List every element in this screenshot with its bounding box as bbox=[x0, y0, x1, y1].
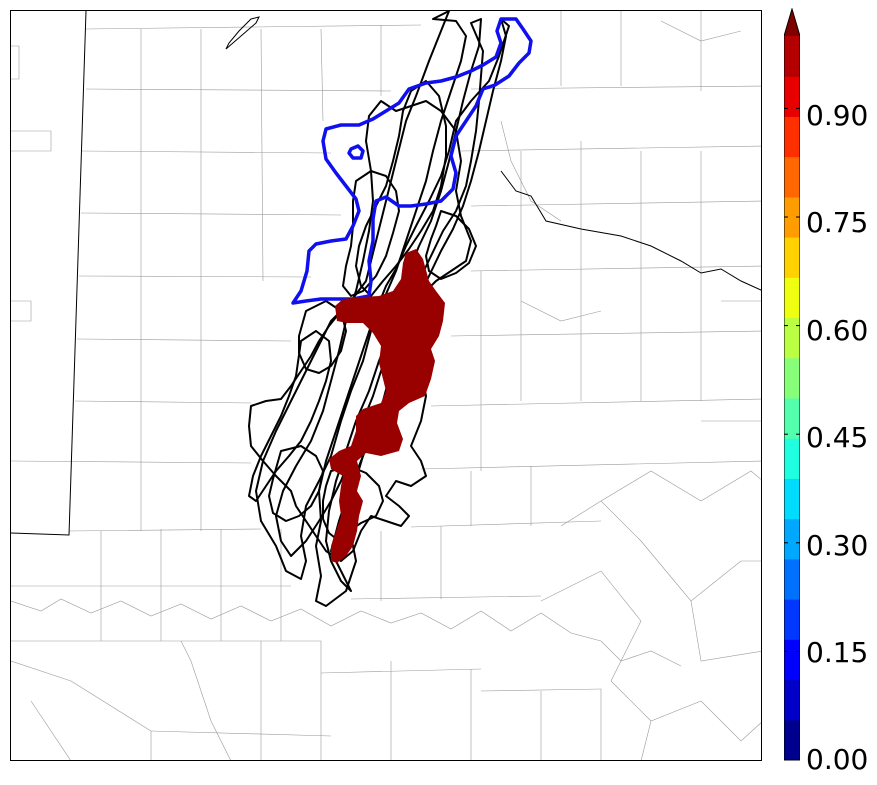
county-boundaries bbox=[11, 11, 761, 760]
ensemble-contour bbox=[315, 18, 510, 607]
probability-fill bbox=[329, 249, 445, 563]
ensemble-contour bbox=[275, 100, 472, 557]
map-panel bbox=[10, 10, 762, 761]
county-line bbox=[470, 85, 761, 90]
county-line bbox=[11, 45, 20, 80]
county-line bbox=[180, 640, 231, 760]
colorbar-segment bbox=[784, 357, 800, 399]
county-line bbox=[470, 265, 761, 272]
county-line bbox=[74, 400, 252, 404]
county-line bbox=[690, 600, 761, 662]
state-line bbox=[500, 170, 761, 291]
county-line bbox=[540, 570, 602, 602]
colorbar-segment bbox=[784, 558, 800, 600]
county-line bbox=[70, 680, 152, 760]
colorbar-segment bbox=[784, 36, 800, 77]
county-line bbox=[460, 145, 761, 152]
county-line bbox=[420, 460, 761, 470]
colorbar-tick-label: 0.15 bbox=[806, 636, 869, 669]
county-line bbox=[610, 680, 702, 722]
colorbar-segment bbox=[784, 679, 800, 721]
ensemble-contour bbox=[268, 445, 324, 522]
county-line bbox=[11, 300, 32, 322]
county-line bbox=[660, 20, 742, 42]
colorbar-segment bbox=[784, 599, 800, 640]
county-line bbox=[520, 300, 602, 322]
colorbar-segment bbox=[784, 518, 800, 560]
probability-region bbox=[329, 249, 445, 563]
county-line bbox=[600, 470, 702, 502]
ensemble-contour bbox=[255, 11, 467, 580]
colorbar-tick-label: 0.45 bbox=[806, 421, 869, 454]
colorbar-segment bbox=[784, 478, 800, 520]
highlight-contour bbox=[291, 17, 533, 305]
colorbar-segment bbox=[784, 237, 800, 278]
county-line bbox=[80, 212, 342, 216]
county-line bbox=[320, 668, 482, 674]
county-line bbox=[11, 660, 72, 682]
county-line bbox=[76, 338, 292, 342]
county-line bbox=[450, 330, 761, 337]
colorbar-segment bbox=[784, 438, 800, 479]
ensemble-contour bbox=[425, 210, 477, 280]
colorbar bbox=[784, 8, 800, 761]
colorbar-outline bbox=[784, 8, 800, 761]
county-line bbox=[410, 520, 602, 528]
county-line bbox=[68, 528, 262, 532]
ensemble-contour bbox=[248, 330, 332, 502]
county-line bbox=[500, 120, 562, 222]
colorbar-segment bbox=[784, 76, 800, 117]
county-line bbox=[700, 700, 761, 742]
colorbar-tick-label: 0.75 bbox=[806, 206, 869, 239]
colorbar-tick-label: 0.00 bbox=[806, 743, 869, 776]
blue-contour-line bbox=[291, 17, 533, 305]
blue-contour-ring bbox=[347, 144, 365, 160]
county-line bbox=[640, 540, 742, 602]
county-line bbox=[11, 130, 52, 152]
county-line bbox=[600, 570, 642, 682]
colorbar-tick-label: 0.60 bbox=[806, 314, 869, 347]
colorbar-tick-label: 0.90 bbox=[806, 99, 869, 132]
ensemble-contour bbox=[355, 80, 447, 297]
county-line bbox=[430, 398, 761, 407]
colorbar-segment bbox=[784, 639, 800, 681]
colorbar-segment bbox=[784, 398, 800, 439]
county-line bbox=[30, 700, 71, 760]
colorbar-segment bbox=[784, 719, 800, 761]
county-line bbox=[85, 24, 422, 30]
state-line bbox=[225, 16, 260, 50]
colorbar-segment bbox=[784, 196, 800, 238]
county-line bbox=[320, 28, 324, 122]
colorbar-segment bbox=[784, 317, 800, 359]
county-line bbox=[350, 595, 542, 600]
colorbar-tick-label: 0.30 bbox=[806, 529, 869, 562]
county-line bbox=[150, 730, 332, 737]
county-line bbox=[640, 720, 652, 760]
county-line bbox=[78, 275, 312, 278]
county-line bbox=[700, 470, 761, 502]
county-line bbox=[11, 460, 252, 464]
colorbar-segment bbox=[784, 116, 800, 158]
county-line bbox=[480, 688, 602, 692]
colorbar-segment bbox=[784, 277, 800, 319]
county-line bbox=[11, 598, 682, 667]
colorbar-segment bbox=[784, 156, 800, 198]
map-canvas bbox=[11, 11, 761, 760]
county-line bbox=[80, 150, 332, 154]
state-boundaries bbox=[11, 11, 761, 536]
county-line bbox=[85, 88, 392, 92]
colorbar-extend-arrow bbox=[784, 9, 800, 36]
state-line bbox=[11, 11, 87, 536]
county-line bbox=[260, 28, 264, 282]
county-line bbox=[470, 200, 761, 207]
